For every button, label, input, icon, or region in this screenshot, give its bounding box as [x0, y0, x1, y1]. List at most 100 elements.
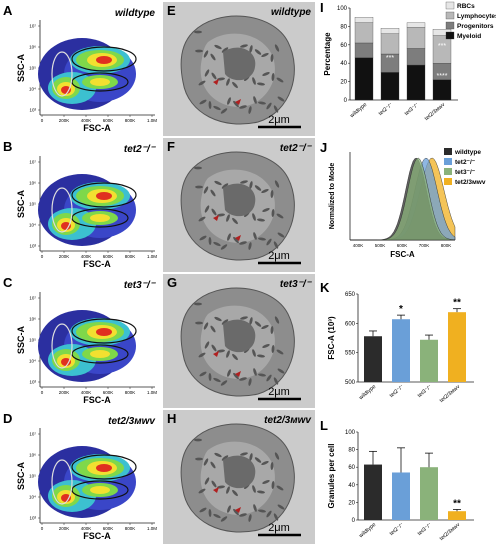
x-tick: tet2/3ᴍᴡᴠ	[439, 522, 462, 542]
y-tick: 10⁴	[29, 223, 36, 228]
x-tick: 0	[41, 118, 44, 123]
panel-title: wildtype	[271, 7, 311, 18]
significance-mark: *	[399, 304, 403, 315]
x-tick: 500K	[375, 243, 386, 248]
y-axis-label: SSC-A	[16, 190, 26, 219]
y-tick: 100	[345, 430, 356, 436]
chart-j: J 400K 500K 600K 700K 800K FSC-A Normalized to …	[320, 140, 486, 259]
scale-label: 2μm	[268, 522, 290, 534]
y-tick: 10³	[29, 244, 36, 249]
panel-letter: I	[320, 0, 324, 15]
legend-entry: tet2⁻/⁻	[455, 159, 476, 166]
y-tick: 600	[345, 321, 356, 327]
y-tick: 10⁶	[29, 45, 36, 50]
panel-letter: L	[320, 418, 328, 433]
bar-myeloid	[432, 79, 452, 101]
y-tick: 550	[345, 351, 356, 357]
scale-label: 2μm	[268, 114, 290, 126]
bar	[364, 464, 382, 520]
bar	[364, 336, 382, 382]
x-tick: 200K	[59, 118, 70, 123]
significance-mark: ***	[438, 43, 446, 50]
y-tick: 0	[352, 518, 356, 524]
y-tick: 10⁷	[29, 432, 36, 437]
bar-lymphocytes	[354, 22, 374, 44]
legend-entry: Myeloid	[457, 33, 481, 40]
x-tick: tet3⁻/⁻	[417, 522, 434, 537]
panel-title: tet2⁻/⁻	[124, 144, 157, 155]
x-tick: 400K	[353, 243, 364, 248]
panel-letter: E	[167, 3, 176, 18]
bar	[448, 312, 466, 382]
panel-letter: F	[167, 139, 175, 154]
x-tick: 800K	[125, 526, 136, 531]
x-tick: 600K	[103, 118, 114, 123]
panel-letter: J	[320, 140, 327, 155]
panel-title: tet2⁻/⁻	[280, 143, 313, 154]
bar-myeloid	[406, 64, 426, 101]
y-tick: 80	[340, 24, 347, 30]
panel-title: tet3⁻/⁻	[124, 280, 157, 291]
x-tick: 1.0M	[147, 390, 157, 395]
x-tick: tet2⁻/⁻	[378, 102, 395, 117]
x-tick: tet2⁻/⁻	[389, 522, 406, 537]
y-axis-label: SSC-A	[16, 326, 26, 355]
bar-myeloid	[354, 57, 374, 101]
x-axis-label: FSC-A	[390, 250, 415, 259]
y-tick: 10⁴	[29, 495, 36, 500]
x-tick: 400K	[81, 118, 92, 123]
density-plot	[38, 310, 137, 382]
x-axis-label: FSC-A	[83, 123, 111, 133]
chart-i: I 0 20 40 60 80 100 Percentage wildtype tet2⁻/⁻ te…	[320, 0, 496, 122]
x-tick: 600K	[397, 243, 408, 248]
panel-letter: K	[320, 280, 330, 295]
y-tick: 60	[348, 465, 355, 471]
legend-entry: RBCs	[457, 3, 475, 10]
bar-rbcs	[380, 28, 400, 34]
x-tick: 200K	[59, 254, 70, 259]
y-tick: 100	[337, 6, 348, 12]
x-tick: tet2/3ᴍᴡᴠ	[424, 102, 447, 122]
density-plot	[38, 38, 137, 110]
y-tick: 10⁷	[29, 24, 36, 29]
x-tick: 1.0M	[147, 254, 157, 259]
x-tick: 200K	[59, 390, 70, 395]
y-tick: 10⁶	[29, 317, 36, 322]
significance-mark: **	[453, 298, 461, 309]
legend-entry: wildtype	[454, 149, 481, 156]
x-tick: wildtype	[357, 384, 377, 402]
x-tick: 0	[41, 390, 44, 395]
y-tick: 10³	[29, 380, 36, 385]
y-tick: 10⁵	[29, 202, 36, 207]
x-tick: 1.0M	[147, 118, 157, 123]
x-tick: tet2⁻/⁻	[389, 384, 406, 399]
x-tick: 400K	[81, 390, 92, 395]
panel-title: wildtype	[115, 8, 155, 19]
x-axis-label: FSC-A	[83, 395, 111, 405]
y-tick: 10⁵	[29, 474, 36, 479]
cell-image	[180, 423, 295, 533]
y-tick: 20	[340, 80, 347, 86]
significance-mark: ***	[386, 55, 394, 62]
bar	[392, 319, 410, 382]
y-tick: 0	[344, 98, 348, 104]
y-tick: 20	[348, 500, 355, 506]
bar	[392, 472, 410, 520]
y-tick: 10⁵	[29, 338, 36, 343]
x-tick: wildtype	[348, 102, 368, 120]
panel-letter: H	[167, 411, 176, 426]
y-axis-label: Normalized to Mode	[329, 163, 336, 230]
legend-entry: Progenitors	[457, 23, 494, 30]
y-axis-label: Granules per cell	[327, 444, 336, 509]
bar	[420, 467, 438, 520]
bar-rbcs	[354, 17, 374, 23]
scale-label: 2μm	[268, 250, 290, 262]
